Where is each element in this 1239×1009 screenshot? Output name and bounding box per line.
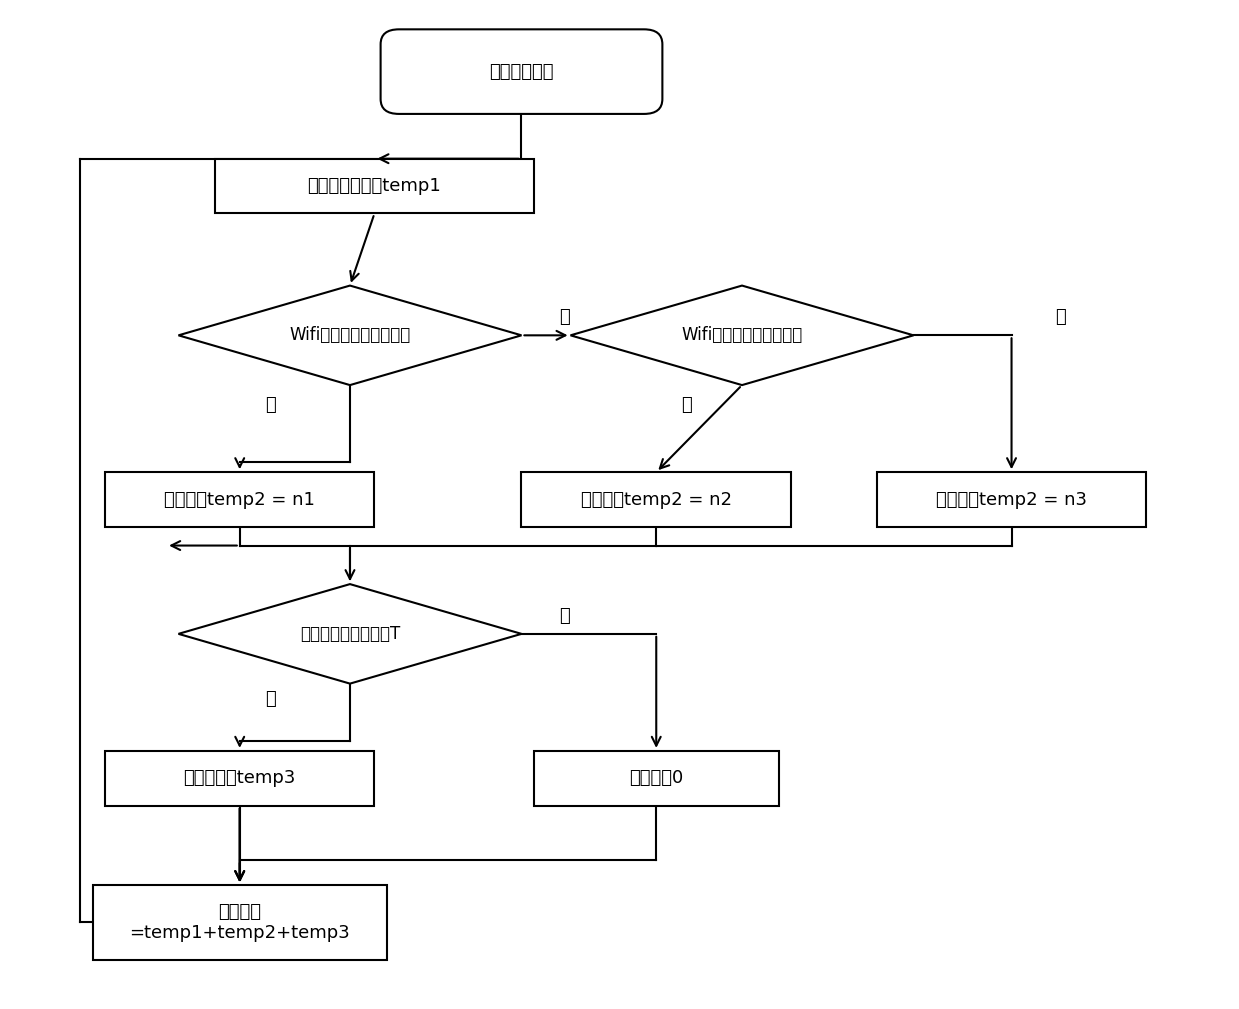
Text: 控制器已上电时间＞T: 控制器已上电时间＞T — [300, 625, 400, 643]
Text: 温度补偿0: 温度补偿0 — [629, 769, 684, 787]
Bar — [522, 472, 790, 527]
Text: 否: 否 — [559, 607, 570, 625]
Polygon shape — [178, 286, 522, 385]
Text: 否: 否 — [559, 309, 570, 327]
Text: 是: 是 — [265, 396, 276, 414]
FancyBboxPatch shape — [380, 29, 663, 114]
Polygon shape — [178, 584, 522, 684]
Text: Wifi模块是否已连接路由: Wifi模块是否已连接路由 — [290, 326, 410, 344]
Bar — [105, 472, 374, 527]
Text: 开始（检测）: 开始（检测） — [489, 63, 554, 81]
Bar — [877, 472, 1146, 527]
Text: 温度补偿再temp3: 温度补偿再temp3 — [183, 769, 296, 787]
Bar — [534, 751, 779, 805]
Text: 实际温度
=temp1+temp2+temp3: 实际温度 =temp1+temp2+temp3 — [129, 903, 351, 941]
Bar — [216, 158, 534, 214]
Text: 温度补偿temp2 = n1: 温度补偿temp2 = n1 — [165, 490, 315, 509]
Text: 否: 否 — [1056, 309, 1066, 327]
Text: 温度补偿temp2 = n2: 温度补偿temp2 = n2 — [581, 490, 732, 509]
Text: 是: 是 — [681, 396, 693, 414]
Text: 是: 是 — [265, 689, 276, 707]
Bar — [93, 885, 387, 960]
Text: 感温包检测温度temp1: 感温包检测温度temp1 — [307, 177, 441, 195]
Text: 温度补偿temp2 = n3: 温度补偿temp2 = n3 — [935, 490, 1087, 509]
Text: Wifi模块是否在搜索路由: Wifi模块是否在搜索路由 — [681, 326, 803, 344]
Polygon shape — [570, 286, 913, 385]
Bar — [105, 751, 374, 805]
